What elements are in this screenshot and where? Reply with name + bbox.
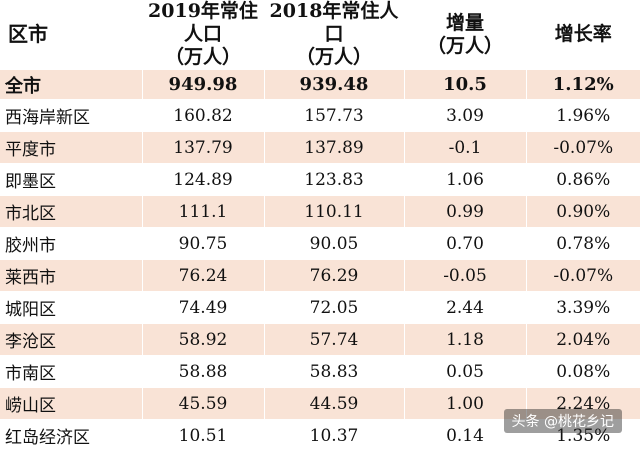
header-region: 区市: [0, 0, 143, 70]
cell-region: 即墨区: [0, 163, 143, 196]
cell-region: 市北区: [0, 195, 143, 228]
cell-rate: 1.96%: [526, 99, 640, 132]
cell-pop2018: 157.73: [264, 99, 405, 132]
cell-pop2019: 74.49: [142, 291, 265, 324]
cell-pop2019: 10.51: [142, 419, 265, 452]
table-row: 即墨区 124.89 123.83 1.06 0.86%: [0, 163, 640, 196]
cell-pop2018: 110.11: [264, 195, 405, 228]
cell-pop2019: 58.92: [142, 323, 265, 356]
header-pop2018: 2018年常住人口 （万人）: [264, 0, 405, 70]
cell-pop2019: 45.59: [142, 387, 265, 420]
cell-region: 莱西市: [0, 259, 143, 292]
table-row: 城阳区 74.49 72.05 2.44 3.39%: [0, 291, 640, 324]
header-pop2019: 2019年常住人口 （万人）: [142, 0, 265, 70]
cell-increase: 1.18: [404, 323, 527, 356]
cell-pop2018: 90.05: [264, 227, 405, 260]
cell-pop2019: 111.1: [142, 195, 265, 228]
cell-rate: 1.12%: [526, 69, 640, 100]
table-row: 市北区 111.1 110.11 0.99 0.90%: [0, 195, 640, 228]
cell-rate: 0.90%: [526, 195, 640, 228]
cell-pop2019: 76.24: [142, 259, 265, 292]
cell-increase: 1.00: [404, 387, 527, 420]
table-row: 莱西市 76.24 76.29 -0.05 -0.07%: [0, 259, 640, 292]
cell-increase: -0.1: [404, 131, 527, 164]
cell-region: 城阳区: [0, 291, 143, 324]
table-row: 市南区 58.88 58.83 0.05 0.08%: [0, 355, 640, 388]
header-row: 区市 2019年常住人口 （万人） 2018年常住人口 （万人） 增量 （万人）…: [0, 0, 640, 70]
cell-pop2019: 137.79: [142, 131, 265, 164]
cell-increase: 0.05: [404, 355, 527, 388]
cell-rate: 2.24%: [526, 387, 640, 420]
table-row: 李沧区 58.92 57.74 1.18 2.04%: [0, 323, 640, 356]
cell-rate: -0.07%: [526, 131, 640, 164]
total-row: 全市 949.98 939.48 10.5 1.12%: [0, 69, 640, 100]
cell-region: 红岛经济区: [0, 419, 143, 452]
cell-increase: 0.99: [404, 195, 527, 228]
cell-pop2018: 123.83: [264, 163, 405, 196]
cell-pop2018: 58.83: [264, 355, 405, 388]
cell-pop2018: 57.74: [264, 323, 405, 356]
table-row: 胶州市 90.75 90.05 0.70 0.78%: [0, 227, 640, 260]
cell-increase: 0.70: [404, 227, 527, 260]
cell-rate: 0.08%: [526, 355, 640, 388]
cell-region: 崂山区: [0, 387, 143, 420]
cell-pop2018: 72.05: [264, 291, 405, 324]
cell-pop2018: 76.29: [264, 259, 405, 292]
cell-pop2018: 939.48: [264, 69, 405, 100]
cell-region: 李沧区: [0, 323, 143, 356]
cell-pop2019: 90.75: [142, 227, 265, 260]
cell-pop2019: 160.82: [142, 99, 265, 132]
cell-region: 西海岸新区: [0, 99, 143, 132]
cell-pop2018: 44.59: [264, 387, 405, 420]
cell-increase: 3.09: [404, 99, 527, 132]
cell-pop2019: 58.88: [142, 355, 265, 388]
table-row: 平度市 137.79 137.89 -0.1 -0.07%: [0, 131, 640, 164]
cell-pop2019: 124.89: [142, 163, 265, 196]
cell-rate: 0.78%: [526, 227, 640, 260]
cell-region: 市南区: [0, 355, 143, 388]
cell-increase: -0.05: [404, 259, 527, 292]
table-row: 西海岸新区 160.82 157.73 3.09 1.96%: [0, 99, 640, 132]
cell-increase: 1.06: [404, 163, 527, 196]
cell-region: 胶州市: [0, 227, 143, 260]
cell-rate: 2.04%: [526, 323, 640, 356]
cell-region: 全市: [0, 69, 143, 100]
cell-pop2018: 10.37: [264, 419, 405, 452]
cell-region: 平度市: [0, 131, 143, 164]
cell-pop2019: 949.98: [142, 69, 265, 100]
cell-pop2018: 137.89: [264, 131, 405, 164]
watermark: 头条 @桃花乡记: [503, 409, 622, 433]
cell-increase: 10.5: [404, 69, 527, 100]
cell-rate: 3.39%: [526, 291, 640, 324]
header-rate: 增长率: [526, 0, 640, 70]
table-row: 崂山区 45.59 44.59 1.00 2.24%: [0, 387, 640, 420]
cell-rate: -0.07%: [526, 259, 640, 292]
cell-rate: 0.86%: [526, 163, 640, 196]
header-increase: 增量 （万人）: [404, 0, 527, 70]
cell-increase: 2.44: [404, 291, 527, 324]
